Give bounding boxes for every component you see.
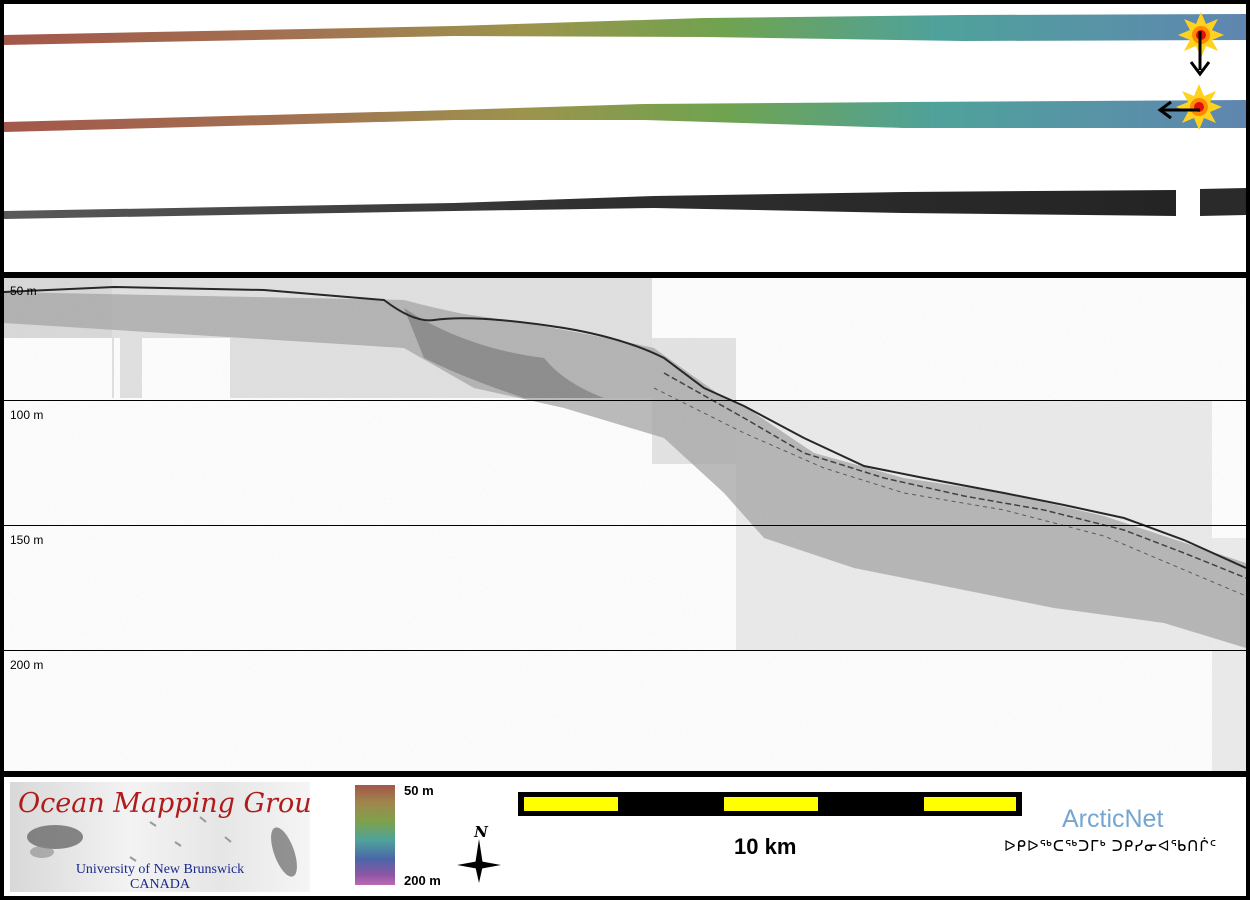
- scale-bar-segment: [924, 797, 1016, 811]
- arcticnet-syllabics: ᐅᑭᐅᖅᑕᖅᑐᒥᒃ ᑐᑭᓯᓂᐊᖃᑎᒌᑦ: [1004, 838, 1218, 855]
- gridline-200m: [4, 650, 1246, 651]
- depth-label-200m: 200 m: [10, 658, 44, 672]
- logo-artwork: [27, 816, 297, 877]
- arrow-left-icon: [1157, 100, 1200, 120]
- profile-panel: 50 m 100 m 150 m 200 m: [4, 278, 1246, 771]
- north-label: N: [473, 823, 489, 841]
- arcticnet-logo: ArcticNet: [1062, 805, 1164, 833]
- backscatter-strip: [4, 190, 1176, 219]
- colorbar-top-label: 50 m: [404, 783, 434, 798]
- scale-bar-segment: [524, 797, 618, 811]
- ocean-mapping-group-logo: Ocean Mapping Group University of New Br…: [10, 782, 310, 892]
- arrow-down-icon: [1189, 31, 1211, 77]
- bathymetry-strip-1: [4, 14, 1246, 45]
- backscatter-strip-end: [1200, 188, 1246, 216]
- logo-country: CANADA: [130, 877, 190, 892]
- colorbar-bottom-label: 200 m: [404, 873, 441, 888]
- logo-university: University of New Brunswick: [75, 862, 245, 877]
- footer-panel: Ocean Mapping Group University of New Br…: [4, 777, 1246, 896]
- scale-bar: [518, 792, 1022, 816]
- swath-strips: [4, 12, 1246, 219]
- depth-label-50m: 50 m: [10, 284, 37, 298]
- gridline-100m: [4, 400, 1246, 401]
- depth-label-100m: 100 m: [10, 408, 44, 422]
- gridline-150m: [4, 525, 1246, 526]
- bathymetry-strip-2: [4, 100, 1246, 132]
- logo-title: Ocean Mapping Group: [18, 788, 310, 819]
- scale-bar-segment: [724, 797, 818, 811]
- scale-label: 10 km: [734, 834, 797, 859]
- swath-panel: [4, 4, 1246, 272]
- depth-colorbar: [355, 785, 395, 885]
- north-arrow-icon: N: [457, 823, 501, 883]
- depth-label-150m: 150 m: [10, 533, 44, 547]
